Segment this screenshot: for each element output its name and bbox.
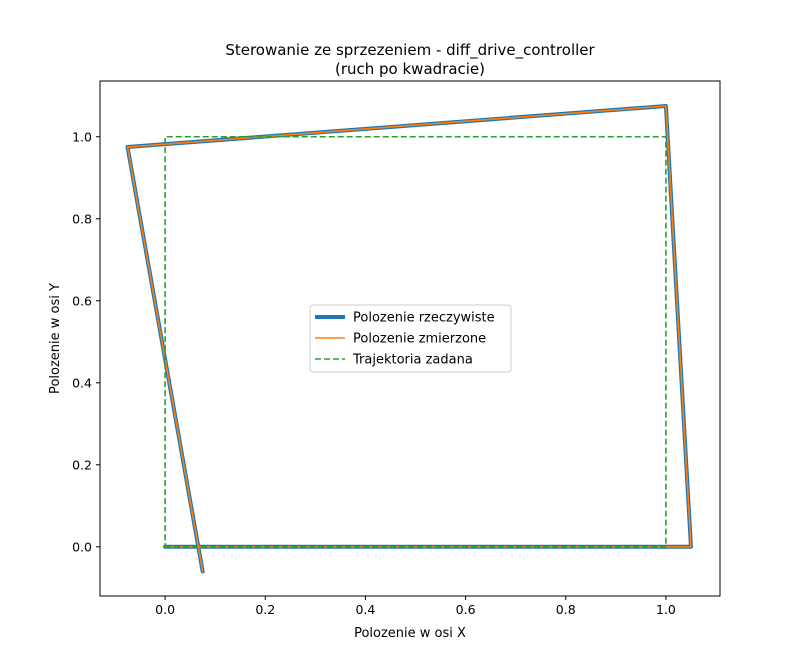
legend-label-1: Polozenie rzeczywiste: [353, 311, 495, 326]
x-axis-ticks: 0.0 0.2 0.4 0.6 0.8 1.0: [155, 596, 676, 617]
x-tick-label: 0.4: [355, 602, 375, 617]
x-tick-label: 0.8: [556, 602, 576, 617]
x-tick-label: 0.6: [456, 602, 476, 617]
legend-box: [309, 304, 512, 373]
chart-subtitle: (ruch po kwadracie): [335, 60, 485, 78]
plot-frame: [99, 80, 721, 597]
x-tick-label: 0.2: [255, 602, 275, 617]
y-tick-label: 0.6: [72, 293, 92, 308]
y-tick-label: 0.2: [72, 457, 92, 472]
x-tick-label: 0.0: [155, 602, 175, 617]
y-tick-label: 0.8: [72, 211, 92, 226]
chart-title: Sterowanie ze sprzezeniem - diff_drive_c…: [225, 41, 595, 60]
x-axis-label: Polozenie w osi X: [354, 626, 466, 641]
y-tick-label: 1.0: [72, 129, 92, 144]
y-tick-label: 0.0: [72, 539, 92, 554]
y-tick-label: 0.4: [72, 375, 92, 390]
legend-label-2: Polozenie zmierzone: [353, 332, 486, 347]
legend: Polozenie rzeczywiste Polozenie zmierzone…: [309, 304, 512, 373]
y-axis-label: Polozenie w osi Y: [48, 283, 63, 394]
x-tick-label: 1.0: [656, 602, 676, 617]
legend-label-3: Trajektoria zadana: [352, 353, 473, 368]
series-line-3: [164, 135, 667, 548]
y-axis-ticks: 0.0 0.2 0.4 0.6 0.8 1.0: [72, 129, 100, 554]
plot-lines: [125, 104, 693, 574]
series-line-2: [126, 105, 692, 573]
